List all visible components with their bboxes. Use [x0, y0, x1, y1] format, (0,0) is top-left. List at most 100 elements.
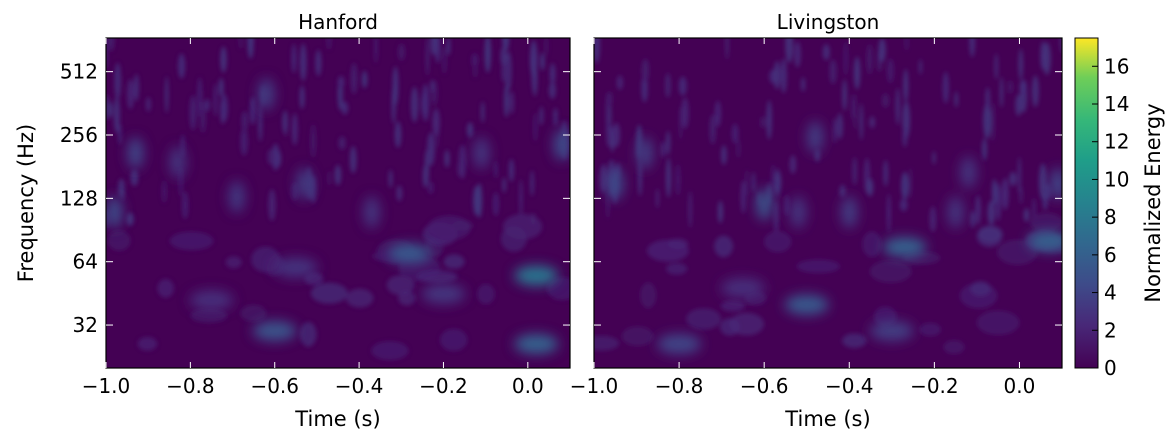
- noise-streak: [725, 38, 730, 60]
- noise-streak: [1031, 75, 1039, 107]
- noise-streak: [341, 101, 348, 115]
- noise-streak: [886, 193, 891, 233]
- x-tick-label: −0.8: [655, 374, 704, 398]
- noise-streak: [1023, 208, 1030, 222]
- noise-streak: [899, 198, 908, 212]
- noise-patch: [594, 335, 620, 351]
- colorbar-tick-label: 10: [1104, 167, 1129, 191]
- noise-streak: [1015, 94, 1022, 116]
- noise-streak: [883, 160, 889, 187]
- energy-blob: [657, 334, 702, 354]
- colorbar-tick-label: 14: [1104, 92, 1129, 116]
- noise-streak: [612, 122, 621, 147]
- noise-streak: [665, 73, 671, 98]
- noise-streak: [641, 58, 650, 83]
- x-tick-label: −0.8: [166, 374, 215, 398]
- noise-streak: [392, 66, 399, 106]
- noise-streak: [220, 46, 227, 73]
- noise-streak: [165, 76, 169, 114]
- energy-blob: [228, 180, 245, 213]
- noise-patch: [477, 284, 495, 305]
- colorbar-label: Normalized Energy: [1141, 103, 1165, 302]
- noise-streak: [751, 172, 756, 193]
- energy-blob: [637, 137, 654, 170]
- y-tick-label: 256: [60, 123, 98, 147]
- noise-patch: [796, 259, 840, 274]
- noise-streak: [1059, 38, 1062, 54]
- x-tick-label: 0.0: [1004, 374, 1036, 398]
- noise-streak: [616, 75, 624, 90]
- noise-streak: [519, 179, 523, 217]
- noise-streak: [1001, 178, 1009, 210]
- noise-patch: [842, 333, 867, 348]
- colorbar-gradient: [1074, 37, 1099, 369]
- noise-streak: [839, 184, 846, 198]
- noise-streak: [995, 182, 1001, 221]
- energy-blob: [106, 196, 123, 229]
- x-tick-label: −0.4: [825, 374, 874, 398]
- noise-streak: [714, 100, 722, 127]
- noise-streak: [866, 43, 874, 75]
- noise-patch: [997, 239, 1038, 265]
- noise-streak: [770, 164, 776, 198]
- noise-streak: [240, 127, 248, 156]
- noise-patch: [686, 308, 722, 330]
- noise-patch: [190, 308, 228, 324]
- noise-streak: [338, 136, 346, 150]
- noise-streak: [350, 63, 358, 95]
- noise-streak: [785, 38, 794, 63]
- noise-patch: [440, 328, 468, 352]
- noise-streak: [842, 79, 847, 111]
- noise-streak: [549, 63, 556, 85]
- noise-streak: [942, 71, 949, 104]
- noise-patch: [443, 254, 465, 269]
- panel-title-livingston: Livingston: [777, 10, 880, 34]
- noise-streak: [504, 59, 511, 85]
- colorbar-tick-label: 16: [1104, 54, 1129, 78]
- noise-streak: [118, 178, 125, 198]
- noise-streak: [1019, 79, 1027, 94]
- noise-streak: [660, 141, 666, 158]
- energy-blob: [841, 196, 858, 229]
- x-tick-label: −1.0: [570, 374, 619, 398]
- noise-streak: [1032, 197, 1036, 220]
- energy-blob: [960, 156, 977, 189]
- noise-streak: [532, 60, 538, 97]
- noise-streak: [315, 49, 322, 77]
- noise-streak: [484, 38, 491, 73]
- noise-streak: [430, 79, 434, 93]
- noise-streak: [540, 52, 545, 71]
- noise-streak: [291, 43, 297, 74]
- axes-frame-hanford: [105, 37, 571, 369]
- noise-streak: [500, 47, 507, 66]
- panel-title-hanford: Hanford: [298, 10, 378, 34]
- noise-streak: [530, 170, 534, 197]
- energy-blob: [869, 320, 914, 341]
- noise-streak: [1040, 41, 1046, 70]
- noise-streak: [990, 102, 996, 142]
- noise-streak: [114, 62, 121, 100]
- heatmap-livingston: [594, 38, 1062, 368]
- x-axis-label-livingston: Time (s): [784, 407, 870, 431]
- noise-streak: [220, 94, 228, 123]
- noise-streak: [853, 56, 861, 90]
- energy-blob: [258, 78, 275, 111]
- noise-streak: [678, 76, 687, 96]
- energy-blob: [296, 167, 313, 200]
- x-tick-label: −0.6: [250, 374, 299, 398]
- noise-streak: [396, 185, 403, 202]
- noise-patch: [310, 282, 348, 304]
- noise-streak: [853, 93, 857, 130]
- noise-streak: [991, 179, 997, 205]
- energy-blob: [790, 196, 807, 229]
- noise-patch: [646, 239, 689, 262]
- noise-streak: [117, 123, 122, 145]
- energy-blob: [784, 294, 829, 315]
- y-tick-label: 64: [73, 250, 98, 274]
- noise-streak: [282, 110, 288, 134]
- energy-blob: [514, 334, 559, 354]
- noise-streak: [424, 149, 430, 186]
- energy-blob: [882, 237, 927, 258]
- energy-blob: [607, 167, 624, 200]
- noise-patch: [714, 235, 733, 258]
